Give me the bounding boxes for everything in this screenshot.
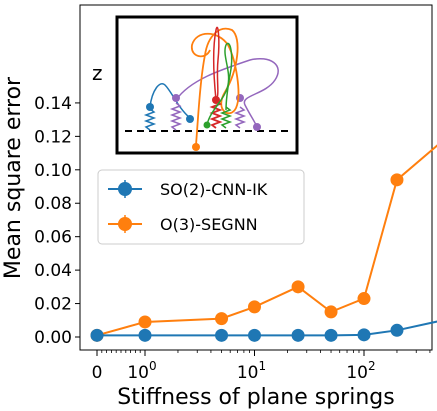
data-point [90,328,104,342]
data-point [291,280,305,294]
x-tick-label: 100 [127,359,156,383]
y-tick-label: 0.10 [34,161,72,181]
inset-red-spring [209,100,223,129]
inset-purple-bob-3 [253,123,261,131]
legend-swatch-marker [118,182,132,196]
legend-entry-so2: SO(2)-CNN-IK [108,180,268,199]
data-point [357,292,371,306]
inset-blue-path [149,83,191,119]
y-axis: 0.00 0.02 0.04 0.06 0.08 0.10 0.12 0.14 [34,94,80,348]
data-point [390,323,404,337]
data-point [324,328,338,342]
data-point [138,328,152,342]
y-tick-label: 0.02 [34,295,72,315]
inset-orange-bob [192,143,200,151]
y-tick-label: 0.14 [34,94,72,114]
inset-orange-path [191,27,240,146]
inset-green-bob [203,121,211,129]
inset-blue-bob-2 [186,115,194,123]
series-0 [90,320,437,342]
legend: SO(2)-CNN-IK O(3)-SEGNN [97,169,305,245]
inset-z-label: z [92,61,103,85]
y-tick-label: 0.04 [34,261,72,281]
inset-illustration: z [92,15,299,155]
inset-frame [115,15,299,155]
x-axis: 0100101102103 [92,350,431,383]
y-tick-label: 0.12 [34,127,72,147]
inset-purple-spring-2 [233,106,247,129]
y-tick-label: 0.06 [34,228,72,248]
data-point [390,173,404,187]
inset-red-path [212,26,220,101]
x-axis-label: Stiffness of plane springs [117,385,394,410]
data-point [215,328,229,342]
legend-label: O(3)-SEGNN [160,215,258,234]
data-point [248,300,261,314]
series-layer [90,144,437,342]
inset-green-path [206,42,233,126]
inset-purple-spring-1 [169,102,183,131]
data-point [357,328,371,342]
legend-swatch-marker [118,217,132,231]
y-tick-label: 0.08 [34,194,72,214]
inset-purple-path [175,58,279,128]
x-tick-label: 0 [92,363,103,383]
x-tick-label: 102 [346,359,375,383]
inset-green-spring [219,106,233,129]
y-axis-label: Mean square error [1,76,26,279]
data-point [215,312,229,326]
inset-blue-bob-1 [146,103,154,111]
legend-entry-o3: O(3)-SEGNN [108,215,258,234]
data-point [291,328,305,342]
inset-purple-bob-1 [172,94,180,102]
data-point [138,315,152,329]
y-tick-label: 0.00 [34,328,72,348]
legend-frame [97,169,305,245]
legend-label: SO(2)-CNN-IK [160,180,268,199]
inset-red-bob [212,96,220,104]
data-point [248,328,261,342]
data-point [324,305,338,319]
x-tick-label: 101 [237,359,266,383]
